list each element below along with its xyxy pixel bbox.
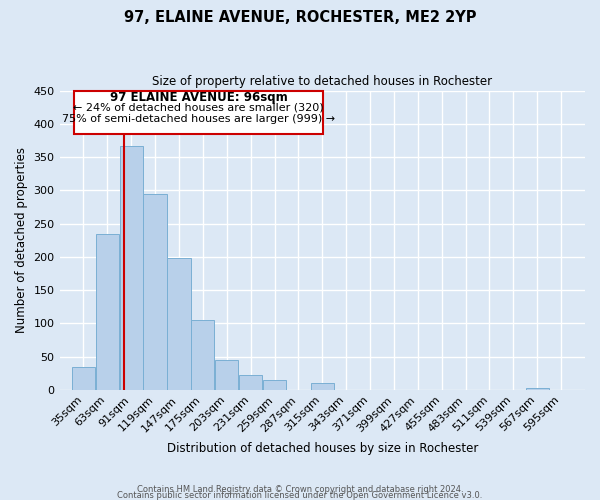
Bar — [143, 194, 167, 390]
Text: ← 24% of detached houses are smaller (320): ← 24% of detached houses are smaller (32… — [73, 103, 324, 113]
Bar — [119, 146, 143, 390]
Text: Contains HM Land Registry data © Crown copyright and database right 2024.: Contains HM Land Registry data © Crown c… — [137, 485, 463, 494]
Text: 75% of semi-detached houses are larger (999) →: 75% of semi-detached houses are larger (… — [62, 114, 335, 124]
Y-axis label: Number of detached properties: Number of detached properties — [15, 147, 28, 333]
Bar — [239, 375, 262, 390]
Text: Contains public sector information licensed under the Open Government Licence v3: Contains public sector information licen… — [118, 491, 482, 500]
Bar — [263, 380, 286, 390]
Text: 97 ELAINE AVENUE: 96sqm: 97 ELAINE AVENUE: 96sqm — [110, 90, 287, 104]
Bar — [526, 388, 549, 390]
Bar — [167, 258, 191, 390]
Bar — [96, 234, 119, 390]
Bar — [215, 360, 238, 390]
Title: Size of property relative to detached houses in Rochester: Size of property relative to detached ho… — [152, 75, 493, 88]
FancyBboxPatch shape — [74, 90, 323, 134]
Bar — [191, 320, 214, 390]
Bar — [72, 366, 95, 390]
X-axis label: Distribution of detached houses by size in Rochester: Distribution of detached houses by size … — [167, 442, 478, 455]
Text: 97, ELAINE AVENUE, ROCHESTER, ME2 2YP: 97, ELAINE AVENUE, ROCHESTER, ME2 2YP — [124, 10, 476, 25]
Bar — [311, 383, 334, 390]
